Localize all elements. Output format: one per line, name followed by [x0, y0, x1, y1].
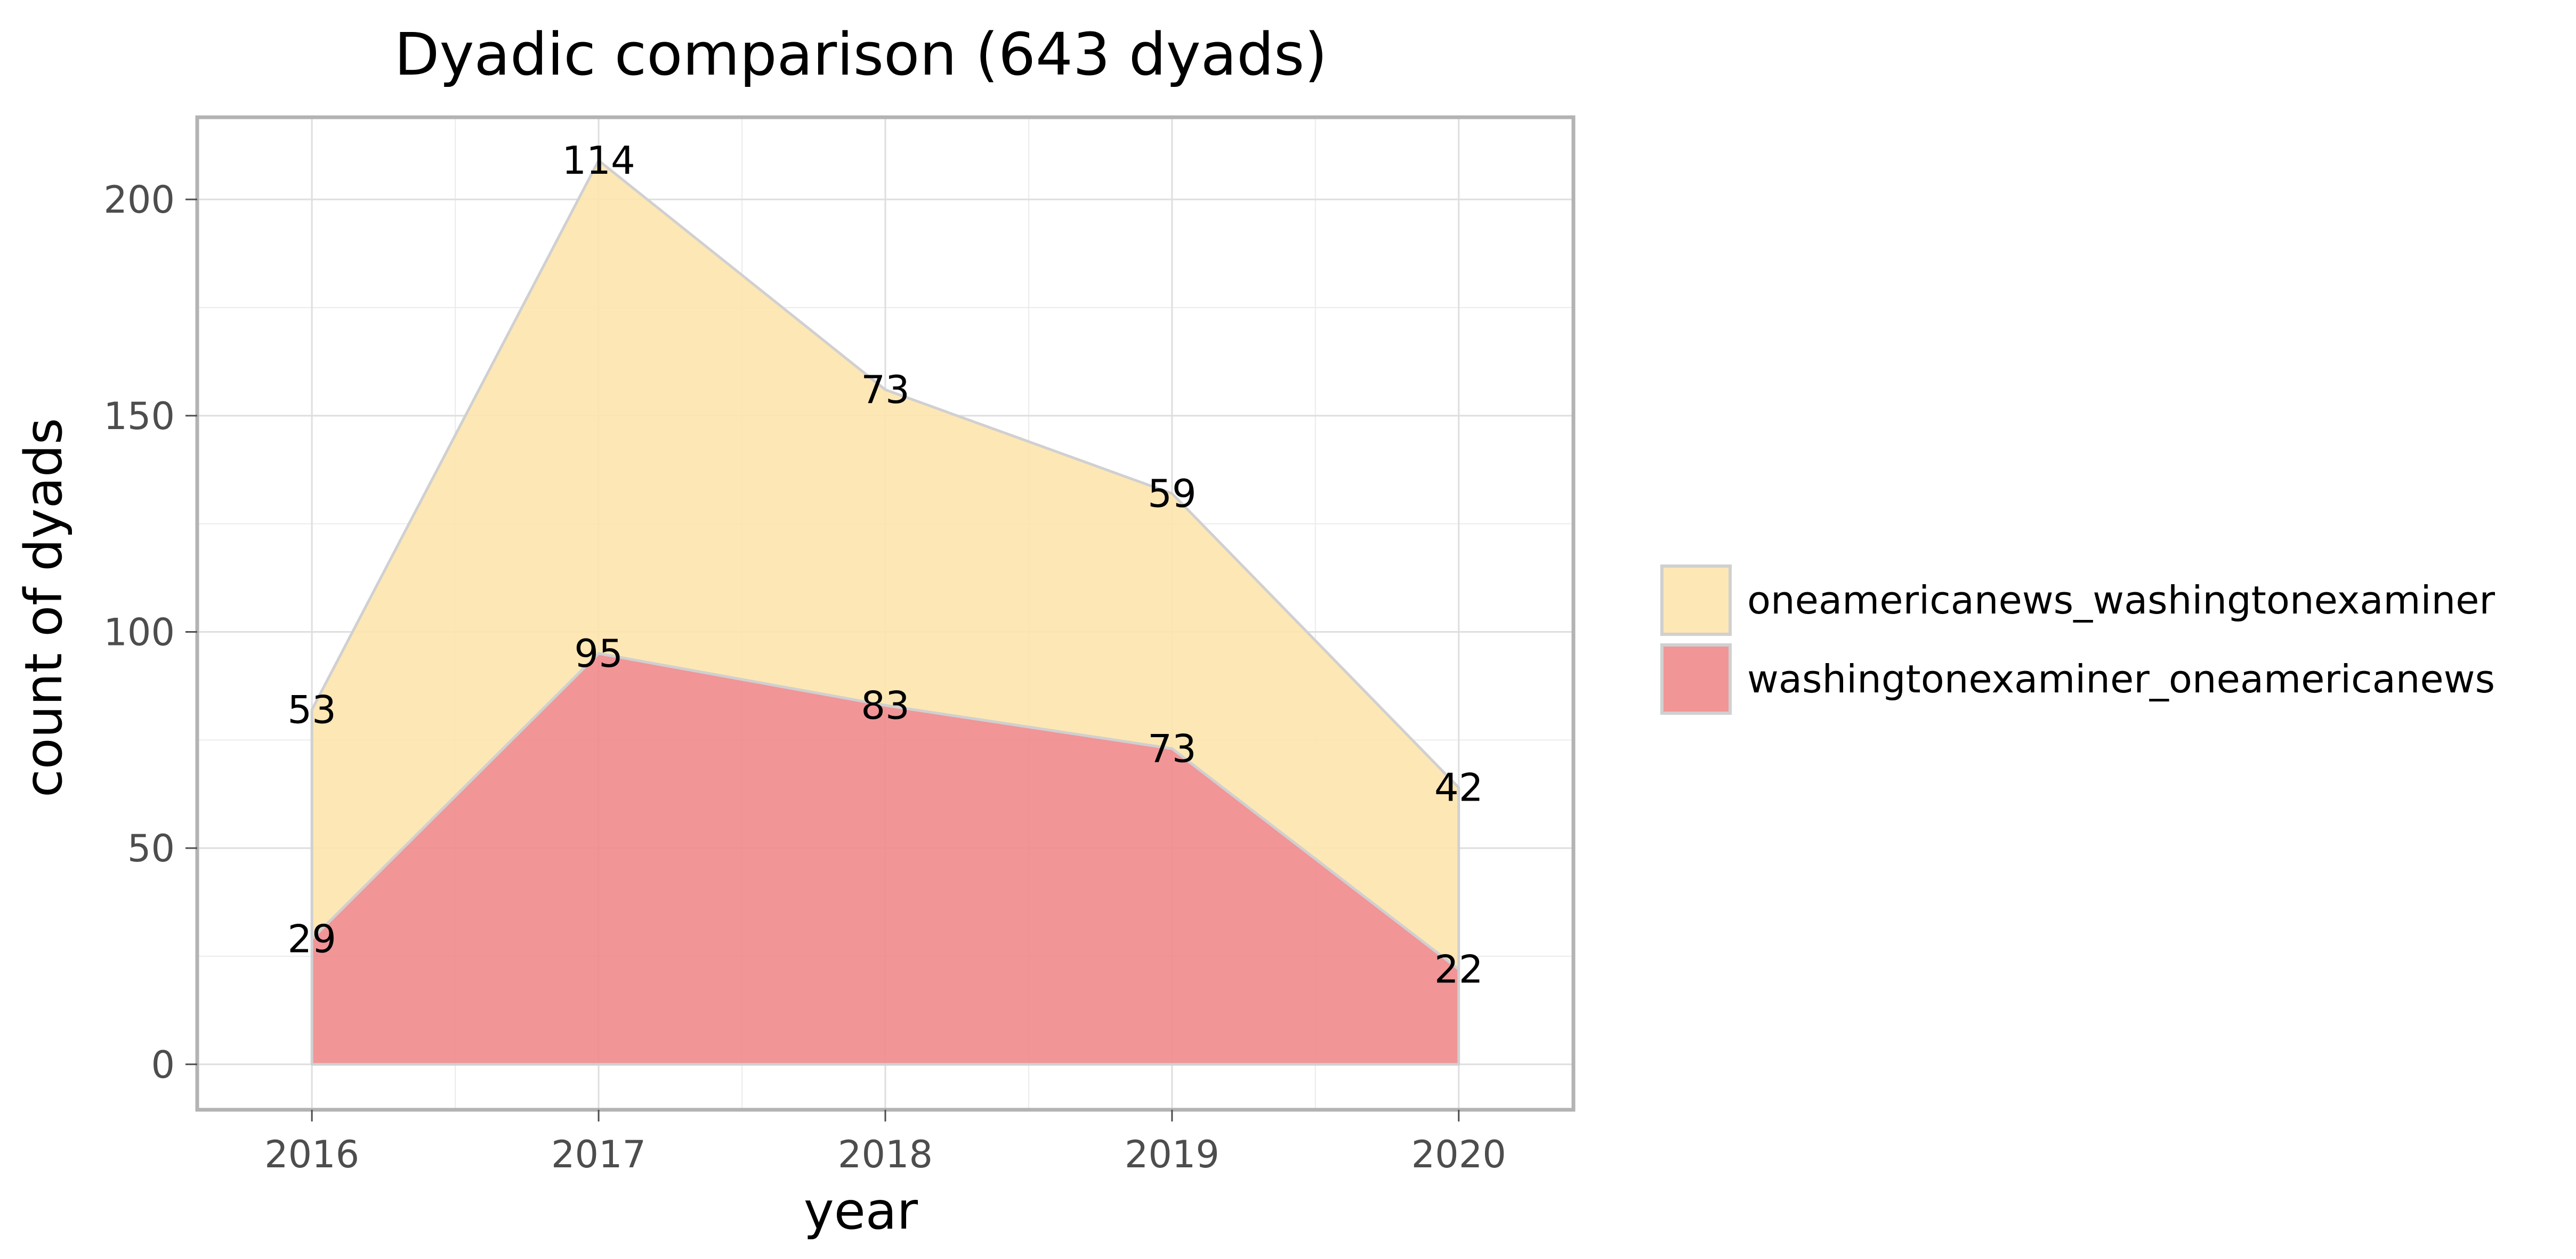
data-label: 53: [287, 688, 336, 732]
plot-area: 29 53 95 114 83 73 73 59 22 42 0 50 100 150 200 2016 201…: [103, 115, 1576, 1176]
x-tick-label: 2017: [551, 1133, 646, 1176]
legend: oneamericanews_washingtonexaminerwashing…: [1660, 564, 2495, 715]
legend-label: washingtonexaminer_oneamericanews: [1747, 657, 2495, 701]
data-label: 73: [1148, 727, 1197, 771]
x-tick-label: 2016: [264, 1133, 359, 1176]
x-tick-label: 2020: [1411, 1133, 1506, 1176]
data-label: 29: [287, 917, 336, 962]
legend-key: [1660, 564, 1732, 636]
data-label: 59: [1148, 471, 1197, 516]
chart-title: Dyadic comparison (643 dyads): [394, 20, 1328, 88]
y-tick-label: 50: [127, 827, 175, 870]
data-label: 22: [1434, 947, 1483, 991]
legend-key: [1660, 643, 1732, 715]
y-tick-label: 150: [103, 394, 175, 438]
data-label: 95: [574, 631, 623, 676]
data-label: 42: [1434, 765, 1483, 810]
y-axis-title: count of dyads: [14, 418, 74, 797]
x-tick-label: 2018: [838, 1133, 933, 1176]
data-label: 114: [562, 138, 635, 183]
data-label: 83: [861, 683, 910, 728]
y-tick-label: 200: [103, 178, 175, 222]
area-washingtonexaminer-oneamericanews: [310, 652, 1460, 1066]
x-tick-label: 2019: [1125, 1133, 1220, 1176]
data-label: 73: [861, 367, 910, 412]
y-tick-label: 0: [151, 1043, 175, 1087]
y-tick-label: 100: [103, 610, 175, 654]
legend-label: oneamericanews_washingtonexaminer: [1747, 578, 2495, 623]
x-axis-title: year: [804, 1181, 918, 1241]
